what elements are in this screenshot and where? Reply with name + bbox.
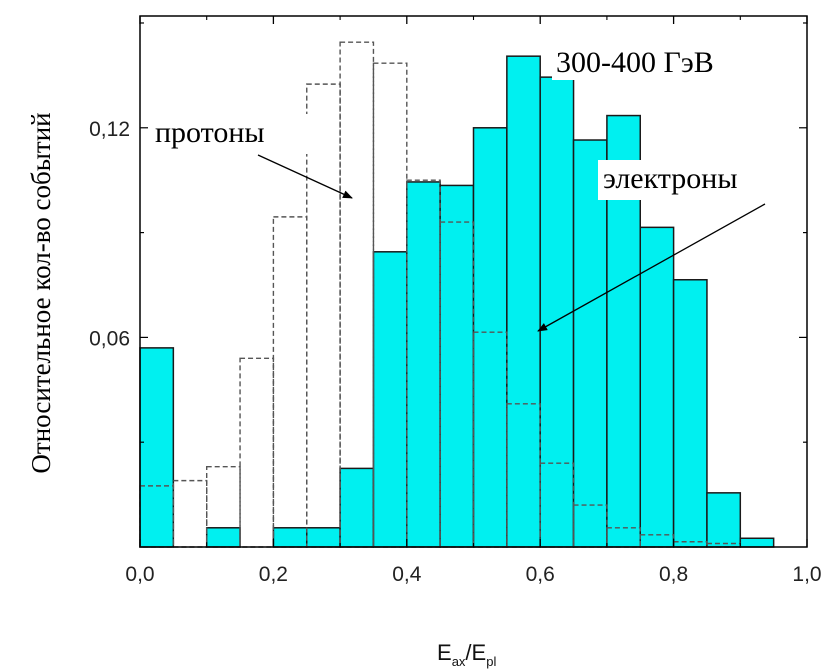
electron-label-backdrop — [598, 160, 794, 200]
x-axis-label: Eax/Epl — [437, 640, 496, 669]
electron-bar — [406, 181, 441, 548]
electron-bar — [572, 139, 608, 548]
electron-bar — [706, 492, 742, 548]
proton-bar — [139, 485, 175, 548]
proton-label-backdrop — [150, 114, 308, 154]
x-label-sub-1: ax — [452, 654, 466, 669]
x-tick-label: 0,4 — [392, 563, 422, 586]
electron-annotation: электроны — [603, 162, 738, 195]
x-tick-label: 1,0 — [792, 563, 821, 586]
chart-title: 300-400 ГэВ — [556, 46, 714, 79]
electron-bar — [272, 527, 308, 548]
y-axis-label: Относительное кол-во событий — [26, 112, 56, 473]
electron-bar — [506, 55, 541, 548]
x-tick-label: 0,0 — [125, 563, 154, 586]
title-backdrop — [552, 44, 770, 80]
electron-bar — [739, 537, 775, 548]
x-tick-label: 0,6 — [526, 563, 555, 586]
electron-bar — [639, 226, 675, 548]
x-label-sub-2: pl — [486, 654, 496, 669]
electron-bar — [339, 467, 375, 548]
x-label-separator: / — [465, 640, 472, 665]
electron-bar — [439, 184, 475, 548]
electron-bar — [372, 251, 408, 548]
proton-annotation: протоны — [155, 116, 265, 149]
x-tick-label: 0,2 — [259, 563, 288, 586]
electron-bar — [539, 76, 575, 548]
electron-bar — [306, 527, 341, 548]
electron-arrow — [537, 203, 766, 332]
y-tick-label: 0,12 — [89, 118, 130, 141]
proton-arrow — [257, 154, 353, 199]
y-tick-label: 0,06 — [89, 327, 130, 350]
x-tick-label: 0,8 — [659, 563, 688, 586]
electron-bar — [472, 127, 508, 548]
x-label-base-2: E — [472, 640, 487, 665]
axes-layer: 0,0 0,2 0,4 0,6 0,8 1,0 0,06 0,12 — [89, 15, 822, 586]
proton-bar — [639, 534, 675, 548]
electron-bar — [205, 527, 241, 548]
x-label-base-1: E — [437, 640, 452, 665]
electron-bar — [139, 347, 175, 548]
proton-bar — [239, 357, 275, 548]
electron-bar — [672, 279, 708, 548]
bars-layer — [139, 41, 775, 548]
